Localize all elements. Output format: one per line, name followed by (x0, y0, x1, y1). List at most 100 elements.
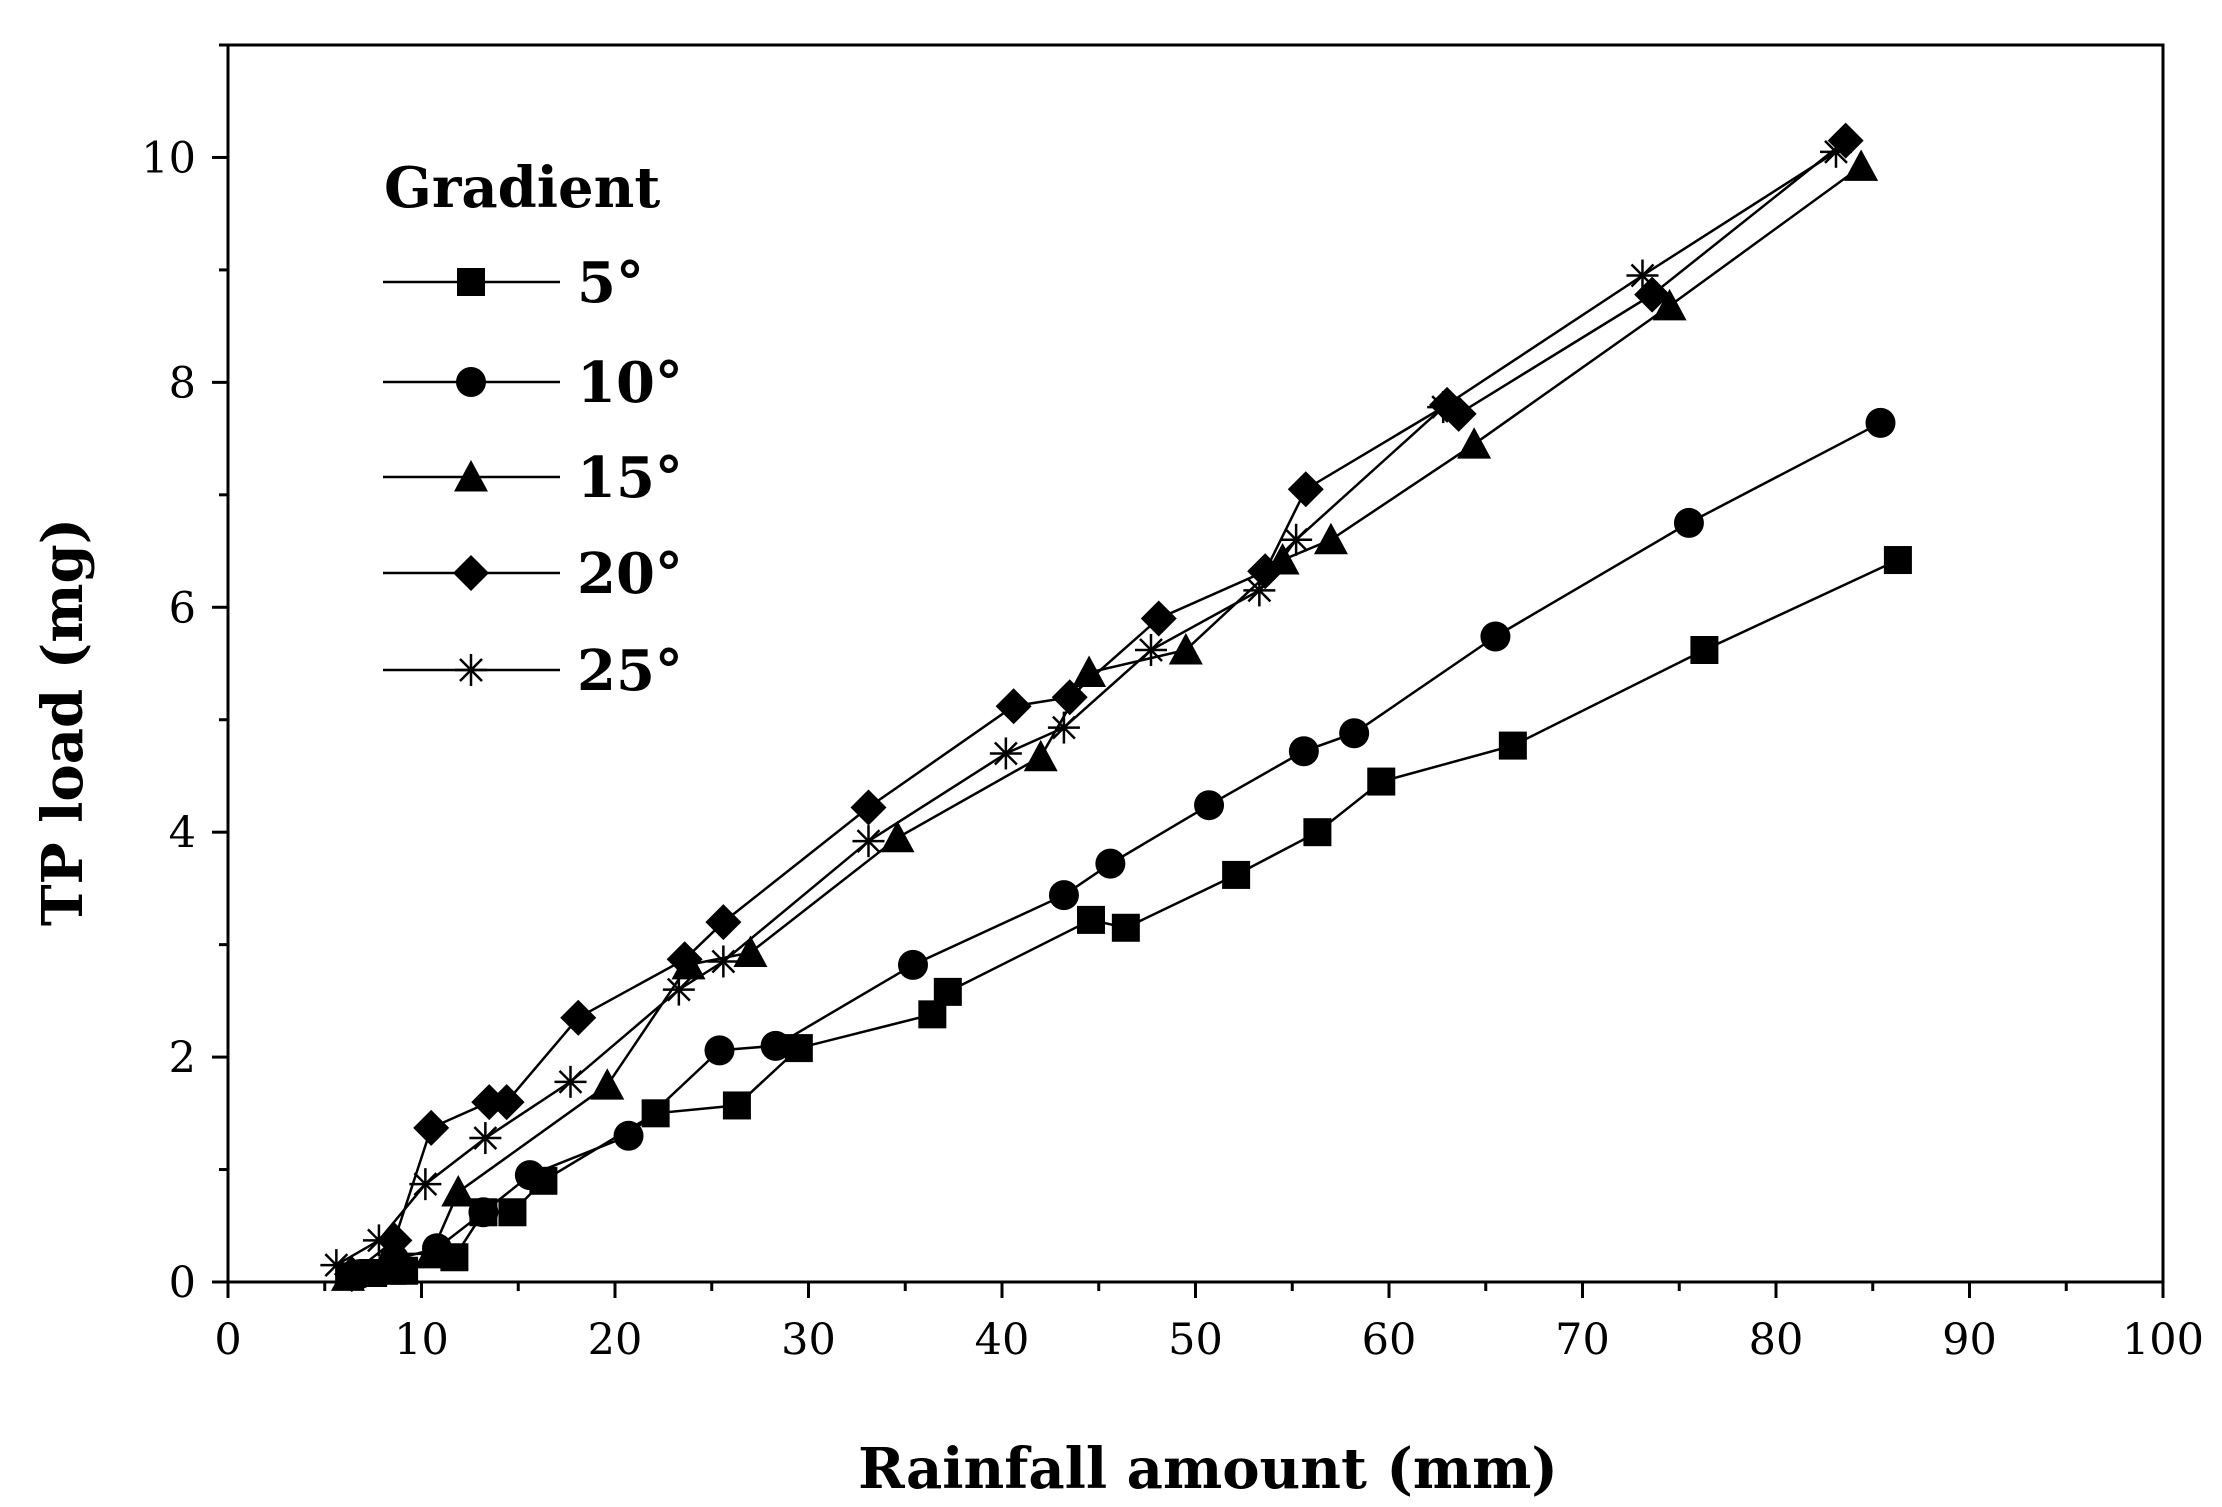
data-point (1652, 288, 1687, 321)
data-point (760, 1030, 791, 1061)
y-tick-label: 10 (141, 133, 196, 183)
y-axis-title: TP load (mg) (30, 518, 96, 926)
data-point (1077, 905, 1106, 934)
data-point (1480, 621, 1511, 652)
legend-label: 10° (577, 350, 683, 416)
legend-item: 5° (383, 250, 644, 316)
data-point (1287, 471, 1324, 508)
data-point (1883, 546, 1912, 575)
data-point (852, 825, 885, 858)
data-point (707, 945, 740, 978)
data-point (409, 1168, 442, 1201)
data-point (1303, 818, 1332, 847)
series-1 (344, 407, 1896, 1290)
data-point (662, 973, 695, 1006)
y-tick-label: 2 (169, 1033, 196, 1083)
data-point (1457, 427, 1492, 459)
legend-item: 25° (383, 638, 683, 704)
series-line (347, 165, 1862, 1278)
data-point (1194, 790, 1225, 821)
y-tick-label: 0 (169, 1258, 196, 1308)
data-point (1819, 135, 1852, 168)
data-point (1023, 739, 1058, 772)
data-point (468, 1197, 499, 1228)
data-point (1626, 259, 1659, 292)
data-point (1222, 860, 1251, 889)
legend-label: 5° (577, 250, 644, 316)
data-point (1168, 633, 1203, 665)
data-point (1047, 711, 1080, 744)
legend-item: 20° (383, 541, 683, 607)
data-point (933, 977, 962, 1006)
legend-label: 20° (577, 541, 683, 607)
y-tick-label: 6 (169, 583, 196, 633)
x-tick-label: 100 (2122, 1315, 2204, 1365)
x-axis-title: Rainfall amount (mm) (858, 1436, 1558, 1502)
data-point (897, 949, 928, 980)
data-point (1498, 731, 1527, 760)
data-point (704, 1035, 735, 1066)
data-point (498, 1198, 527, 1227)
data-point (641, 1099, 670, 1128)
series-0 (335, 546, 1912, 1291)
x-tick-label: 80 (1749, 1315, 1804, 1365)
data-point (441, 1175, 476, 1207)
legend-marker (453, 555, 489, 591)
data-point (1247, 553, 1284, 590)
x-tick-label: 40 (975, 1315, 1030, 1365)
data-point (1048, 880, 1079, 911)
x-tick-label: 70 (1555, 1315, 1610, 1365)
data-point (666, 941, 703, 978)
data-point (722, 1091, 751, 1120)
data-point (590, 1068, 625, 1100)
series-line (351, 139, 1847, 1276)
data-point (1095, 848, 1126, 879)
data-point (989, 737, 1022, 770)
x-tick-label: 60 (1362, 1315, 1417, 1365)
legend-title: Gradient (384, 155, 660, 221)
legend-marker (457, 268, 485, 296)
legend-label: 25° (577, 638, 683, 704)
data-point (1072, 655, 1107, 687)
series-2 (330, 149, 1879, 1291)
data-point (1288, 736, 1319, 767)
x-tick-label: 50 (1168, 1315, 1223, 1365)
data-point (1313, 522, 1348, 555)
legend-item: 15° (383, 445, 683, 511)
data-point (995, 688, 1032, 725)
data-point (1844, 149, 1879, 181)
data-point (320, 1249, 353, 1282)
data-point (613, 1120, 644, 1151)
series-4 (320, 135, 1852, 1282)
legend-marker (456, 367, 486, 397)
data-point (560, 999, 597, 1036)
data-point (1243, 574, 1276, 607)
data-point (1339, 718, 1370, 749)
data-point (1440, 395, 1477, 432)
legend-item: 10° (383, 350, 683, 416)
x-tick-label: 0 (214, 1315, 241, 1365)
data-point (554, 1065, 587, 1098)
x-tick-label: 30 (781, 1315, 836, 1365)
data-point (733, 935, 768, 967)
data-point (1690, 636, 1719, 665)
x-tick-label: 20 (588, 1315, 643, 1365)
data-point (488, 1084, 525, 1121)
x-tick-label: 90 (1942, 1315, 1997, 1365)
data-point (514, 1160, 545, 1191)
data-point (850, 789, 887, 826)
legend-label: 15° (577, 445, 683, 511)
y-tick-label: 8 (169, 358, 196, 408)
y-tick-label: 4 (169, 808, 196, 858)
data-point (1673, 507, 1704, 538)
data-point (414, 1236, 449, 1269)
legend-marker (455, 654, 487, 686)
data-point (1051, 679, 1088, 716)
data-point (413, 1109, 450, 1146)
data-point (362, 1224, 395, 1257)
data-point (1140, 600, 1177, 637)
legend-marker (454, 460, 488, 492)
data-point (705, 904, 742, 941)
data-point (1134, 634, 1167, 667)
